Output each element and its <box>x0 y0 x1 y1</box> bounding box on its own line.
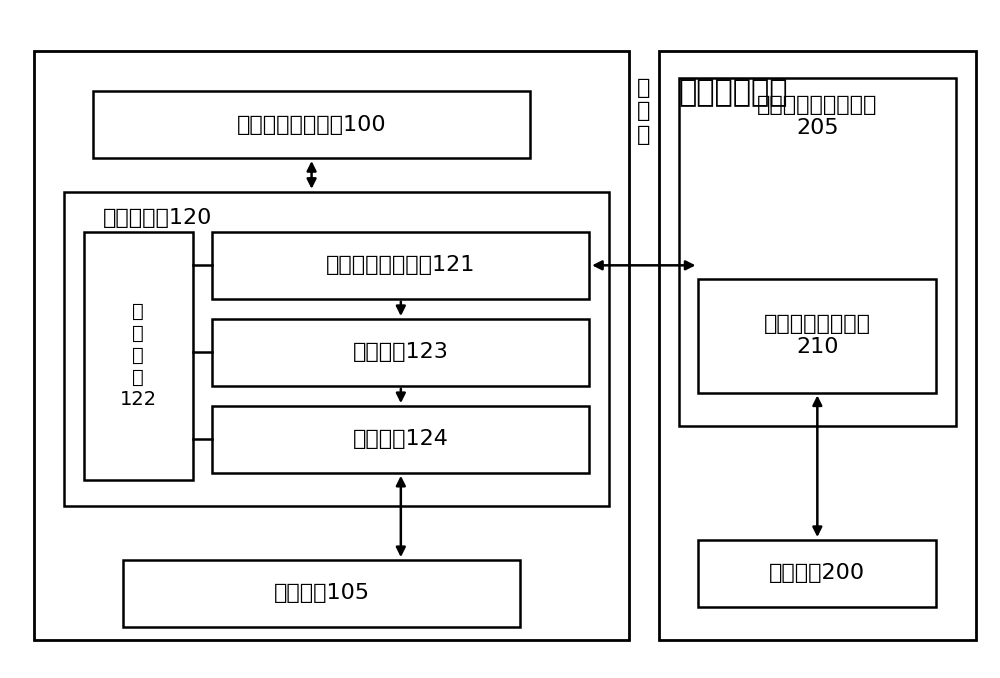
Bar <box>93 92 530 158</box>
Text: 协同采集作业平台121: 协同采集作业平台121 <box>326 256 476 275</box>
Bar <box>659 51 976 640</box>
Text: 采
集
车: 采 集 车 <box>637 78 650 144</box>
Text: 基站侧便携采集终端
205: 基站侧便携采集终端 205 <box>757 94 878 138</box>
Bar <box>679 78 956 426</box>
Bar <box>698 279 936 393</box>
Bar <box>698 540 936 607</box>
Text: 控
制
系
统
122: 控 制 系 统 122 <box>119 302 157 410</box>
Text: 测量基站200: 测量基站200 <box>769 563 865 583</box>
Bar <box>123 560 520 627</box>
Text: 车载测量传感系统100: 车载测量传感系统100 <box>237 115 386 135</box>
Bar <box>84 232 193 479</box>
Bar <box>212 319 589 386</box>
Text: 协同采集作业平台
210: 协同采集作业平台 210 <box>764 314 871 357</box>
Text: 连网系统124: 连网系统124 <box>353 429 449 450</box>
Bar <box>212 406 589 473</box>
Text: 联网设备105: 联网设备105 <box>273 584 370 603</box>
Text: 外业采集系统: 外业采集系统 <box>679 78 788 107</box>
Bar <box>34 51 629 640</box>
Bar <box>212 232 589 299</box>
Bar <box>64 192 609 506</box>
Text: 车载计算机120: 车载计算机120 <box>103 208 213 228</box>
Text: 显示模块123: 显示模块123 <box>353 342 449 363</box>
